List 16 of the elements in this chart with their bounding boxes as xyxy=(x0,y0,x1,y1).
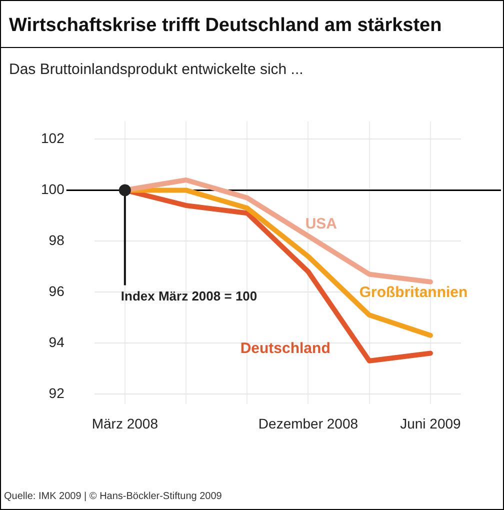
chart-subtitle: Das Bruttoinlandsprodukt entwickelte sich ... xyxy=(9,61,304,78)
series-label: USA xyxy=(305,215,338,232)
chart-title: Wirtschaftskrise trifft Deutschland am stärksten xyxy=(9,15,442,37)
series-label: Großbritannien xyxy=(359,284,468,302)
y-tick-label: 94 xyxy=(48,334,65,350)
y-tick-label: 100 xyxy=(41,181,65,198)
series-label: Deutschland xyxy=(240,340,330,358)
source-note: Quelle: IMK 2009 | © Hans-Böckler-Stiftung 2009 xyxy=(4,491,222,502)
x-tick-label: Juni 2009 xyxy=(400,415,462,432)
y-tick-label: 96 xyxy=(48,282,65,299)
x-tick-label: Dezember 2008 xyxy=(258,415,358,432)
annotation: Index März 2008 = 100 xyxy=(120,288,258,304)
y-tick-label: 98 xyxy=(48,232,65,248)
x-tick-label: März 2008 xyxy=(92,415,158,432)
y-tick-label: 92 xyxy=(48,384,65,401)
y-tick-label: 102 xyxy=(41,130,65,146)
